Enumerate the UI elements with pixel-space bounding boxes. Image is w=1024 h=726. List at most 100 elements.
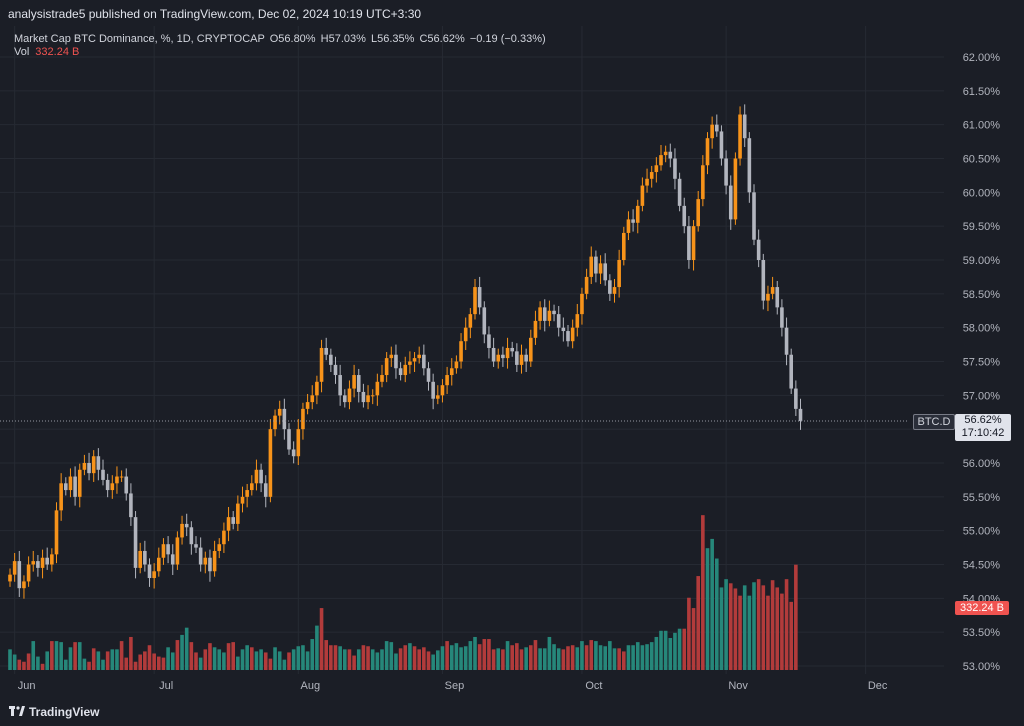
candle-body (608, 280, 612, 294)
volume-bar (277, 651, 282, 670)
volume-bar (482, 639, 487, 670)
tradingview-brand: TradingView (29, 705, 100, 719)
volume-bar (496, 648, 501, 670)
volume-bar (594, 641, 598, 670)
candle-body (738, 114, 742, 159)
volume-bar (673, 632, 677, 670)
candle-body (705, 138, 710, 166)
candle-body (105, 479, 110, 491)
y-tick-label: 55.50% (963, 492, 1001, 504)
candle-body (343, 395, 347, 403)
tradingview-logo[interactable]: TradingView (9, 705, 99, 719)
volume-bar (580, 641, 584, 670)
y-tick-label: 54.50% (963, 560, 1001, 572)
candle-body (245, 490, 249, 497)
candle-body (431, 381, 435, 399)
candle-body (487, 334, 491, 348)
candle-body (240, 496, 245, 504)
y-tick-label: 59.00% (963, 255, 1001, 267)
candle-body (12, 561, 17, 575)
candle-body (747, 138, 752, 193)
volume-bar (473, 636, 477, 670)
volume-bar (705, 548, 710, 670)
volume-bar (68, 647, 73, 670)
candle-body (263, 483, 268, 497)
candle-body (217, 544, 222, 551)
volume-bar (138, 654, 142, 670)
candle-body (236, 503, 240, 524)
volume-bar (654, 636, 659, 670)
candle-body (780, 307, 784, 328)
candle-body (184, 523, 189, 528)
candle-body (784, 327, 789, 355)
volume-bar (389, 642, 394, 670)
volume-bar (282, 659, 287, 670)
candle-body (180, 523, 184, 538)
volume-bar (622, 651, 626, 670)
volume-bar (677, 628, 682, 670)
candle-body (580, 293, 584, 315)
candle-body (198, 547, 203, 565)
candle-body (505, 347, 510, 359)
candle-body (501, 354, 505, 359)
volume-bar (217, 649, 222, 670)
candle-body (654, 165, 659, 173)
candle-body (617, 260, 621, 288)
candle-body (133, 517, 138, 568)
volume-bar (696, 576, 700, 670)
volume-bar (487, 639, 491, 670)
candle-body (584, 276, 589, 294)
candle-body (622, 232, 626, 260)
candle-body (361, 391, 366, 403)
volume-bar (449, 645, 454, 670)
y-tick-label: 53.00% (963, 661, 1001, 673)
volume-bar (189, 642, 194, 670)
candle-body (22, 581, 26, 589)
y-tick-label: 56.00% (963, 458, 1001, 470)
volume-bar (40, 663, 45, 670)
volume-bar (598, 645, 603, 670)
volume-bar (119, 641, 124, 670)
candle-body (129, 493, 133, 518)
candle-body (710, 124, 714, 139)
candle-body (598, 263, 603, 274)
volume-bar (519, 649, 524, 670)
y-tick-label: 58.50% (963, 289, 1001, 301)
volume-bar (231, 642, 235, 670)
volume-bar (538, 648, 542, 670)
last-price-tag: 56.62% 17:10:42 (955, 414, 1011, 441)
candle-body (459, 341, 463, 362)
volume-bar (105, 651, 110, 670)
chart-canvas[interactable]: 62.00% 61.50% 61.00% 60.50% 60.00% 59.50% 59.0… (0, 26, 1024, 698)
candle-body (422, 354, 426, 369)
volume-bar (45, 651, 49, 670)
candle-body (631, 219, 635, 223)
candle-body (296, 429, 301, 457)
chart-area[interactable]: 62.00% 61.50% 61.00% 60.50% 60.00% 59.50% 59.0… (0, 26, 1024, 698)
candle-body (515, 351, 519, 365)
volume-bar (784, 579, 789, 670)
candle-body (547, 310, 552, 321)
candle-body (268, 429, 273, 497)
candle-body (87, 463, 91, 474)
volume-bar (659, 630, 663, 670)
volume-bar (143, 651, 147, 670)
volume-bar (691, 608, 696, 670)
volume-bar (510, 645, 514, 670)
candle-body (166, 544, 170, 555)
candle-body (64, 483, 68, 491)
candle-body (315, 381, 319, 396)
candle-body (733, 158, 738, 220)
volume-bar (738, 595, 742, 670)
candle-body (756, 239, 761, 260)
candle-body (728, 185, 733, 220)
y-tick-label: 57.50% (963, 357, 1001, 369)
volume-bar (459, 647, 463, 670)
volume-bar (794, 564, 798, 670)
volume-bar (645, 644, 649, 670)
candle-body (612, 287, 617, 294)
volume-bar (73, 642, 77, 670)
volume-bar (775, 587, 780, 670)
x-tick-label: Dec (868, 680, 888, 692)
candle-body (212, 550, 217, 572)
